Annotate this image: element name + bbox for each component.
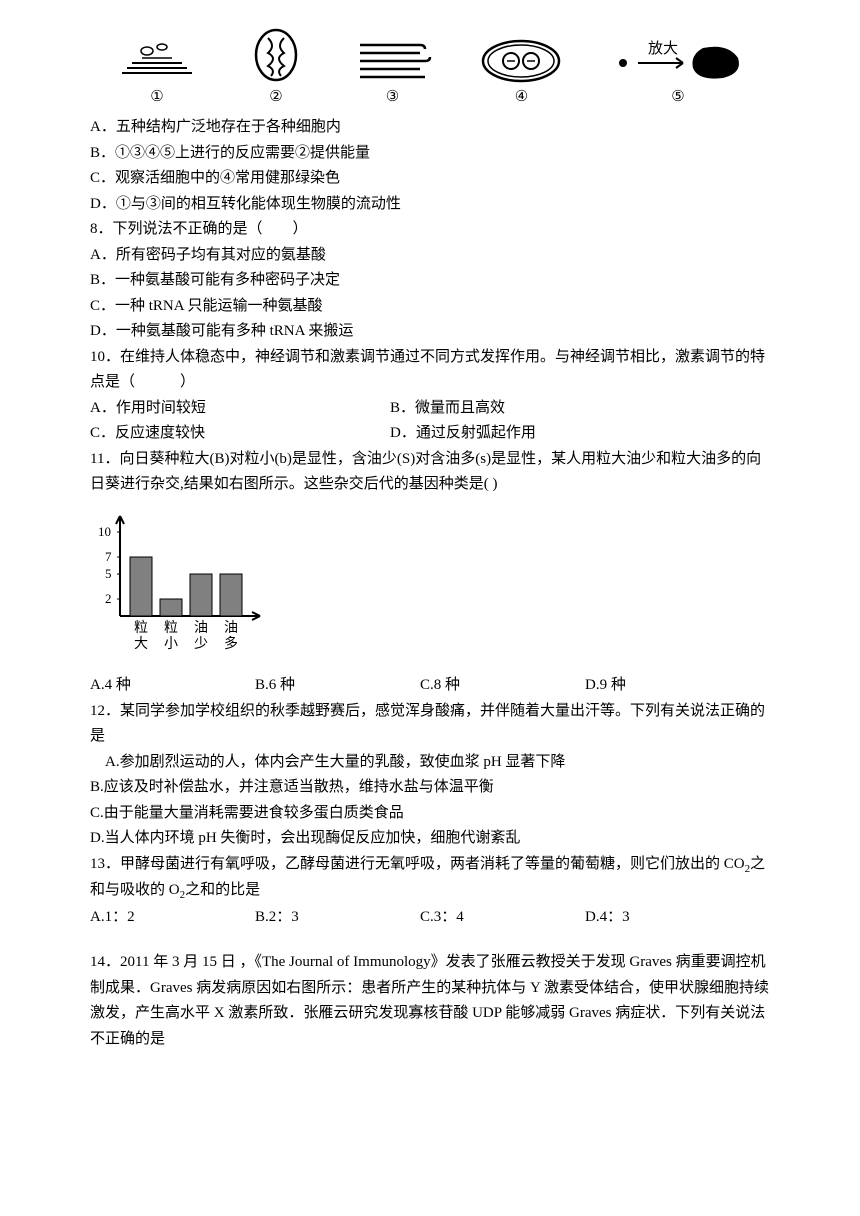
q8-stem: 8．下列说法不正确的是（ ） — [90, 217, 770, 243]
q12-option-a: A.参加剧烈运动的人，体内会产生大量的乳酸，致使血浆 pH 显著下降 — [90, 750, 770, 776]
cell-4: ④ — [479, 33, 564, 111]
q11-bar-chart: 10 7 5 2 粒 大 粒 小 油 少 油 多 — [90, 506, 770, 666]
svg-text:5: 5 — [105, 566, 112, 581]
q10-option-b: B．微量而且高效 — [390, 396, 505, 422]
q11-option-b: B.6 种 — [255, 673, 420, 699]
q12-option-b: B.应该及时补偿盐水，并注意适当散热，维持水盐与体温平衡 — [90, 775, 770, 801]
q11-stem: 11．向日葵种粒大(B)对粒小(b)是显性，含油少(S)对含油多(s)是显性，某… — [90, 447, 770, 498]
q13-option-b: B.2：3 — [255, 905, 420, 931]
cell-5-label: ⑤ — [671, 85, 684, 111]
q13-option-c: C.3：4 — [420, 905, 585, 931]
q12-option-d: D.当人体内环境 pH 失衡时，会出现酶促反应加快，细胞代谢紊乱 — [90, 826, 770, 852]
q8-option-c: C．一种 tRNA 只能运输一种氨基酸 — [90, 294, 770, 320]
q7-option-c: C．观察活细胞中的④常用健那绿染色 — [90, 166, 770, 192]
q10-option-c: C．反应速度较快 — [90, 421, 390, 447]
q11-option-d: D.9 种 — [585, 673, 626, 699]
q7-option-a: A．五种结构广泛地存在于各种细胞内 — [90, 115, 770, 141]
q13-options: A.1：2 B.2：3 C.3：4 D.4：3 — [90, 905, 770, 931]
cell-2: ② — [246, 28, 306, 111]
q13-option-d: D.4：3 — [585, 905, 630, 931]
q8-option-d: D．一种氨基酸可能有多种 tRNA 来搬运 — [90, 319, 770, 345]
q13-option-a: A.1：2 — [90, 905, 255, 931]
q10-option-a: A．作用时间较短 — [90, 396, 390, 422]
svg-text:油: 油 — [194, 620, 208, 636]
q12-stem: 12．某同学参加学校组织的秋季越野赛后，感觉浑身酸痛，并伴随着大量出汗等。下列有… — [90, 699, 770, 750]
q13-stem-c: 之和的比是 — [185, 882, 260, 898]
svg-text:7: 7 — [105, 549, 112, 564]
svg-text:少: 少 — [194, 636, 208, 652]
cell-1-label: ① — [150, 85, 163, 111]
q13-stem: 13．甲酵母菌进行有氧呼吸，乙酵母菌进行无氧呼吸，两者消耗了等量的葡萄糖，则它们… — [90, 852, 770, 905]
svg-text:大: 大 — [134, 636, 148, 652]
q8-option-b: B．一种氨基酸可能有多种密码子决定 — [90, 268, 770, 294]
svg-text:粒: 粒 — [134, 620, 148, 636]
cell-3: ③ — [350, 33, 435, 111]
cell-4-label: ④ — [515, 85, 528, 111]
svg-text:多: 多 — [224, 635, 238, 652]
cell-2-label: ② — [269, 85, 282, 111]
q10-options-row2: C．反应速度较快 D．通过反射弧起作用 — [90, 421, 770, 447]
q8-option-a: A．所有密码子均有其对应的氨基酸 — [90, 243, 770, 269]
cell-5: 放大 ⑤ — [608, 33, 748, 111]
q14-stem: 14．2011 年 3 月 15 日 ，《The Journal of Immu… — [90, 950, 770, 1052]
svg-text:粒: 粒 — [164, 620, 178, 636]
svg-text:10: 10 — [98, 524, 111, 539]
q11-options: A.4 种 B.6 种 C.8 种 D.9 种 — [90, 673, 770, 699]
q7-option-b: B．①③④⑤上进行的反应需要②提供能量 — [90, 141, 770, 167]
q13-stem-a: 13．甲酵母菌进行有氧呼吸，乙酵母菌进行无氧呼吸，两者消耗了等量的葡萄糖，则它们… — [90, 856, 745, 872]
svg-text:2: 2 — [105, 591, 112, 606]
q10-option-d: D．通过反射弧起作用 — [390, 421, 536, 447]
cell-structures-figure: ① ② ③ ④ — [90, 40, 770, 110]
q10-stem: 10．在维持人体稳态中，神经调节和激素调节通过不同方式发挥作用。与神经调节相比，… — [90, 345, 770, 396]
q11-option-c: C.8 种 — [420, 673, 585, 699]
cell-1: ① — [112, 33, 202, 111]
q11-option-a: A.4 种 — [90, 673, 255, 699]
svg-text:油: 油 — [224, 620, 238, 636]
q10-options-row1: A．作用时间较短 B．微量而且高效 — [90, 396, 770, 422]
q7-option-d: D．①与③间的相互转化能体现生物膜的流动性 — [90, 192, 770, 218]
svg-text:小: 小 — [164, 636, 178, 652]
q12-option-c: C.由于能量大量消耗需要进食较多蛋白质类食品 — [90, 801, 770, 827]
arrow-text: 放大 — [648, 40, 678, 57]
cell-3-label: ③ — [386, 85, 399, 111]
